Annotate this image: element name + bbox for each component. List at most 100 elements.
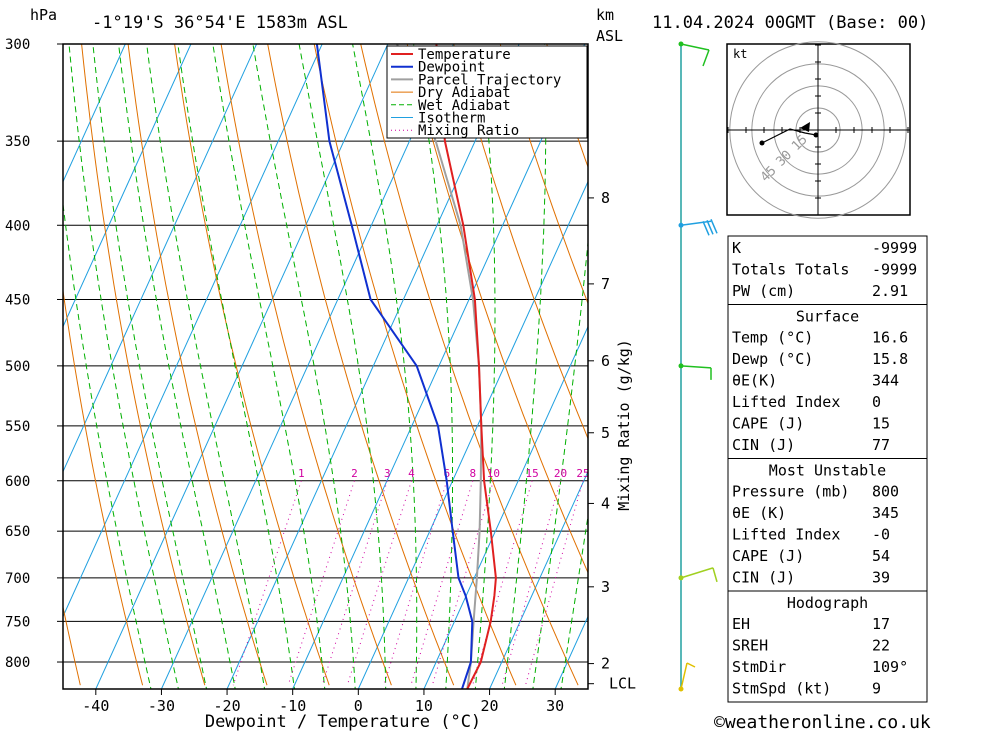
dry-adiabat-60 bbox=[406, 44, 588, 574]
wet-adiabat-4 bbox=[212, 44, 326, 689]
hodograph-table-value-1: 22 bbox=[872, 637, 890, 655]
surface-table-label-5: CIN (J) bbox=[732, 436, 795, 454]
pressure-label-600: 600 bbox=[5, 474, 30, 490]
mixing-ratio-line-2 bbox=[287, 480, 355, 686]
wind-barb-500-0 bbox=[680, 365, 712, 369]
temperature-label-0: 0 bbox=[354, 697, 363, 715]
km-label-7: LCL bbox=[609, 675, 636, 693]
indices-table-value-2: 2.91 bbox=[872, 282, 908, 300]
dry-adiabat-180 bbox=[965, 44, 1000, 685]
mixing-ratio-label-6: 6 bbox=[444, 467, 451, 480]
temperature-label--20: -20 bbox=[214, 697, 241, 715]
hodograph-storm-motion-arrow bbox=[800, 122, 810, 132]
surface-table-label-0: Temp (°C) bbox=[732, 329, 813, 347]
isotherm-10 bbox=[423, 325, 588, 689]
legend-entry-0: Temperature bbox=[418, 47, 511, 63]
mixing-ratio-line-4 bbox=[346, 480, 412, 686]
hodograph-table-label-1: SREH bbox=[732, 637, 768, 655]
dry-adiabat-0 bbox=[127, 44, 268, 686]
mixing-ratio-labels: 1 2 3 4 6 8 10 15 20 25 bbox=[298, 467, 588, 480]
wind-barb-300-0 bbox=[680, 43, 710, 51]
hodograph-point-end bbox=[813, 132, 819, 138]
mixing-ratio-line-6 bbox=[383, 480, 448, 686]
hodograph-table-label-3: StmSpd (kt) bbox=[732, 680, 831, 698]
surface-table-label-2: θE(K) bbox=[732, 372, 777, 390]
dry-adiabat-170 bbox=[919, 44, 1000, 685]
wet-adiabat-32 bbox=[532, 237, 588, 689]
indices-table-label-2: PW (cm) bbox=[732, 282, 795, 300]
dry-adiabat--30 bbox=[63, 604, 81, 686]
legend-entry-1: Dewpoint bbox=[418, 60, 485, 76]
dry-adiabat-50 bbox=[360, 44, 579, 686]
hpa-axis-label: hPa bbox=[30, 6, 57, 24]
legend-entry-6: Mixing Ratio bbox=[418, 123, 519, 139]
surface-table-value-1: 15.8 bbox=[872, 350, 908, 368]
isotherm-lines bbox=[63, 44, 588, 689]
mixing-ratio-label-2: 2 bbox=[351, 467, 358, 480]
most-unstable-table-frame bbox=[727, 458, 928, 592]
temperature-label--10: -10 bbox=[279, 697, 306, 715]
dry-adiabat-20 bbox=[220, 44, 392, 686]
wind-barb-400-0 bbox=[680, 220, 712, 227]
legend-entry-3: Dry Adiabat bbox=[418, 85, 511, 101]
hodograph-table-title: Hodograph bbox=[787, 594, 868, 612]
temperature-label--30: -30 bbox=[148, 697, 175, 715]
isotherm--70 bbox=[63, 44, 192, 328]
wet-adiabat-0 bbox=[177, 44, 296, 689]
pressure-label-800: 800 bbox=[5, 655, 30, 671]
wet-adiabat--12 bbox=[92, 44, 208, 689]
wet-adiabat--4 bbox=[146, 44, 266, 689]
temperature-label-10: 10 bbox=[415, 697, 433, 715]
surface-table-value-4: 15 bbox=[872, 415, 890, 433]
pressure-label-450: 450 bbox=[5, 292, 30, 308]
wind-barb-300-1 bbox=[702, 49, 710, 67]
wind-profile bbox=[678, 41, 718, 692]
plot-frame bbox=[62, 43, 589, 690]
isotherm--80 bbox=[63, 44, 126, 183]
mixing-ratio-label-8: 8 bbox=[469, 467, 476, 480]
pressure-label-650: 650 bbox=[5, 524, 30, 540]
skew-t-plot-area: 1 2 3 4 6 8 10 15 20 25 bbox=[63, 44, 1000, 689]
most-unstable-table-label-1: θE (K) bbox=[732, 504, 786, 522]
most-unstable-table-label-0: Pressure (mb) bbox=[732, 483, 849, 501]
mixing-ratio-label-10: 10 bbox=[487, 467, 500, 480]
sounding-index-tables: K -9999 Totals Totals -9999 PW (cm) 2.91 Surfa… bbox=[727, 235, 928, 703]
isotherm--50 bbox=[63, 44, 323, 618]
indices-table-label-0: K bbox=[732, 239, 741, 257]
isobar-lines bbox=[63, 44, 588, 663]
mixing-ratio-label-4: 4 bbox=[408, 467, 415, 480]
legend-entry-2: Parcel Trajectory bbox=[418, 72, 561, 88]
surface-table-frame bbox=[727, 304, 928, 459]
dry-adiabat-80 bbox=[499, 44, 588, 305]
wet-adiabat-36 bbox=[560, 512, 588, 689]
wind-barb-400-1 bbox=[702, 220, 710, 236]
wet-adiabat-20 bbox=[413, 44, 453, 689]
surface-table-title: Surface bbox=[796, 308, 859, 326]
most-unstable-table-label-4: CIN (J) bbox=[732, 569, 795, 587]
isotherm--60 bbox=[63, 44, 258, 473]
location-title: -1°19'S 36°54'E 1583m ASL bbox=[92, 13, 348, 33]
mixing-ratio-line-10 bbox=[431, 480, 494, 686]
date-title: 11.04.2024 00GMT (Base: 00) bbox=[652, 13, 928, 33]
km-label-1: 7 bbox=[601, 275, 610, 293]
isotherm-0 bbox=[357, 180, 588, 689]
mixing-ratio-axis-title: Mixing Ratio (g/kg) bbox=[615, 339, 633, 511]
mixing-ratio-lines bbox=[232, 480, 584, 686]
pressure-label-400: 400 bbox=[5, 218, 30, 234]
wet-adiabat--16 bbox=[68, 44, 179, 689]
mixing-ratio-label-3: 3 bbox=[384, 467, 391, 480]
wind-barb-835-0 bbox=[680, 662, 688, 690]
sounding-profiles bbox=[315, 44, 497, 689]
hodograph-trace bbox=[761, 128, 817, 144]
isotherm--40 bbox=[95, 44, 389, 689]
mixing-ratio-label-15: 15 bbox=[526, 467, 539, 480]
pressure-label-700: 700 bbox=[5, 571, 30, 587]
dry-adiabat-lines bbox=[63, 44, 1000, 686]
hodograph-table-value-0: 17 bbox=[872, 615, 890, 633]
most-unstable-table-value-4: 39 bbox=[872, 569, 890, 587]
isotherm--30 bbox=[160, 44, 454, 689]
mixing-ratio-label-1: 1 bbox=[298, 467, 305, 480]
pressure-axis: 300 350 400 450 500 550 600 650 700 750 800 bbox=[5, 37, 63, 671]
